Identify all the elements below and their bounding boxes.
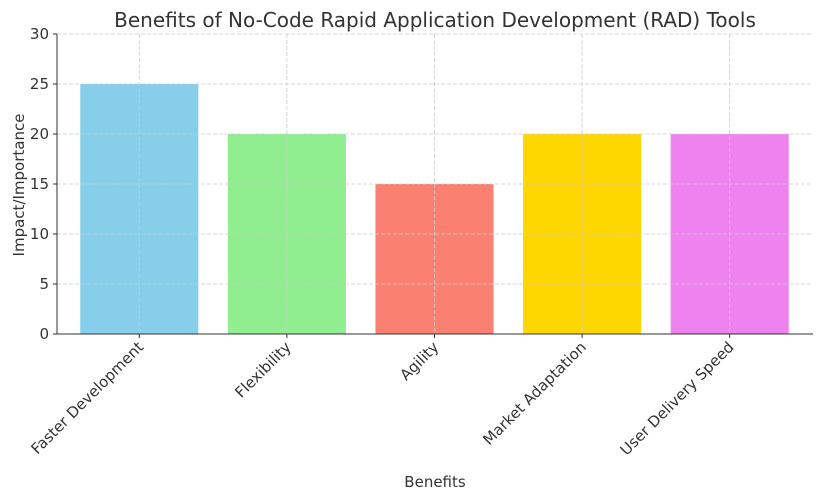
x-tick-label: User Delivery Speed bbox=[617, 338, 738, 459]
y-tick-label: 10 bbox=[30, 225, 49, 243]
y-tick-label: 15 bbox=[30, 175, 49, 193]
x-axis-label: Benefits bbox=[404, 473, 466, 491]
chart-title: Benefits of No-Code Rapid Application De… bbox=[114, 8, 756, 32]
y-tick-label: 0 bbox=[39, 325, 49, 343]
y-tick-label: 20 bbox=[30, 125, 49, 143]
x-tick-label: Faster Development bbox=[27, 338, 147, 458]
y-axis-label: Impact/Importance bbox=[10, 114, 28, 257]
y-tick-label: 5 bbox=[39, 275, 49, 293]
y-tick-label: 25 bbox=[30, 75, 49, 93]
x-tick-label: Flexibility bbox=[231, 338, 294, 401]
x-tick-label: Market Adaptation bbox=[479, 338, 590, 449]
x-tick-label: Agility bbox=[396, 338, 442, 384]
y-tick-label: 30 bbox=[30, 25, 49, 43]
